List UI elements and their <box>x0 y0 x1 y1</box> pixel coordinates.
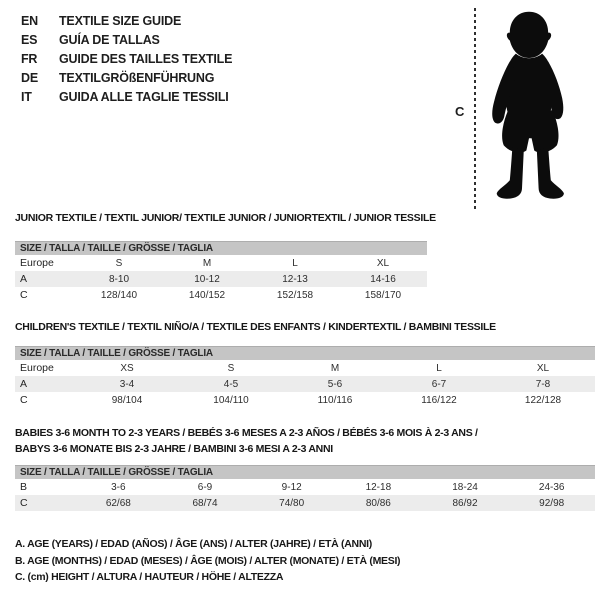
age-cell: 12-18 <box>365 481 392 493</box>
language-code: ES <box>21 32 38 47</box>
size-cell: L <box>436 362 442 374</box>
age-cell: 12-13 <box>282 273 308 285</box>
table-row-height: C 128/140 140/152 152/158 158/170 <box>15 287 427 303</box>
children-size-table: SIZE / TALLA / TAILLE / GRÖSSE / TAGLIA … <box>15 346 595 408</box>
toddler-silhouette-icon <box>492 11 564 199</box>
row-label: Europe <box>20 362 54 374</box>
guide-title: TEXTILE SIZE GUIDE <box>59 13 182 28</box>
height-cell: 128/140 <box>100 289 138 301</box>
row-label: C <box>20 497 28 509</box>
row-label: C <box>20 289 28 301</box>
row-label: A <box>20 273 28 285</box>
row-label: A <box>20 378 28 390</box>
height-cell: 110/116 <box>317 394 353 406</box>
size-cell: M <box>330 362 340 374</box>
age-cell: 14-16 <box>370 273 396 285</box>
height-cell: 104/110 <box>213 394 249 406</box>
section-title-children: CHILDREN'S TEXTILE / TEXTIL NIÑO/A / TEX… <box>15 321 496 333</box>
table-row-age-months: B 3-6 6-9 9-12 12-18 18-24 24-36 <box>15 479 595 495</box>
age-cell: 8-10 <box>108 273 129 285</box>
row-label: B <box>20 481 28 493</box>
age-cell: 24-36 <box>538 481 565 493</box>
size-cell: S <box>227 362 235 374</box>
height-cell: 152/158 <box>276 289 314 301</box>
language-code: DE <box>21 70 38 85</box>
section-title-babies-line1: BABIES 3-6 MONTH TO 2-3 YEARS / BEBÉS 3-… <box>15 427 478 439</box>
height-cell: 116/122 <box>421 394 457 406</box>
section-title-babies: BABIES 3-6 MONTH TO 2-3 YEARS / BEBÉS 3-… <box>15 426 478 457</box>
age-cell: 6-7 <box>431 378 447 390</box>
language-row: DE TEXTILGRÖßENFÜHRUNG <box>21 68 232 87</box>
language-row: EN TEXTILE SIZE GUIDE <box>21 11 232 30</box>
height-cell: 140/152 <box>188 289 226 301</box>
footnote-a: A. AGE (YEARS) / EDAD (AÑOS) / ÂGE (ANS)… <box>15 538 372 550</box>
guide-title: GUIDE DES TAILLES TEXTILE <box>59 51 233 66</box>
language-title-list: EN TEXTILE SIZE GUIDE ES GUÍA DE TALLAS … <box>21 11 232 106</box>
footnote-b: B. AGE (MONTHS) / EDAD (MESES) / ÂGE (MO… <box>15 554 401 567</box>
guide-title: TEXTILGRÖßENFÜHRUNG <box>59 70 215 85</box>
guide-title: GUIDA ALLE TAGLIE TESSILI <box>59 89 229 104</box>
size-header-bar: SIZE / TALLA / TAILLE / GRÖSSE / TAGLIA <box>15 241 427 255</box>
age-cell: 9-12 <box>281 481 302 493</box>
junior-size-table: SIZE / TALLA / TAILLE / GRÖSSE / TAGLIA … <box>15 241 427 303</box>
language-row: FR GUIDE DES TAILLES TEXTILE <box>21 49 232 68</box>
section-title-babies-line2: BABYS 3-6 MONATE BIS 2-3 JAHRE / BAMBINI… <box>15 442 333 455</box>
size-cell: M <box>202 257 212 269</box>
table-row-age: A 3-4 4-5 5-6 6-7 7-8 <box>15 376 595 392</box>
footnote-legend: A. AGE (YEARS) / EDAD (AÑOS) / ÂGE (ANS)… <box>15 536 401 586</box>
height-cell: 80/86 <box>365 497 391 509</box>
size-cell: L <box>292 257 298 269</box>
language-code: FR <box>21 51 38 66</box>
age-cell: 3-4 <box>119 378 135 390</box>
age-cell: 7-8 <box>535 378 551 390</box>
language-row: IT GUIDA ALLE TAGLIE TESSILI <box>21 87 232 106</box>
size-header-bar: SIZE / TALLA / TAILLE / GRÖSSE / TAGLIA <box>15 465 595 479</box>
height-cell: 122/128 <box>524 394 562 406</box>
language-code: EN <box>21 13 38 28</box>
age-cell: 3-6 <box>111 481 126 493</box>
height-cell: 92/98 <box>539 497 565 509</box>
section-title-junior: JUNIOR TEXTILE / TEXTIL JUNIOR/ TEXTILE … <box>15 212 436 224</box>
height-measure-label: C <box>455 104 465 119</box>
language-code: IT <box>21 89 32 104</box>
height-cell: 62/68 <box>105 497 131 509</box>
age-cell: 6-9 <box>197 481 213 493</box>
height-cell: 98/104 <box>111 394 143 406</box>
table-row-europe: Europe XS S M L XL <box>15 360 595 376</box>
size-cell: XS <box>120 362 134 374</box>
age-cell: 10-12 <box>194 273 220 285</box>
age-cell: 4-5 <box>223 378 239 390</box>
table-row-age: A 8-10 10-12 12-13 14-16 <box>15 271 427 287</box>
guide-title: GUÍA DE TALLAS <box>59 32 160 47</box>
size-header-bar: SIZE / TALLA / TAILLE / GRÖSSE / TAGLIA <box>15 346 595 360</box>
height-cell: 74/80 <box>279 497 305 509</box>
age-cell: 18-24 <box>452 481 478 493</box>
age-cell: 5-6 <box>327 378 343 390</box>
table-row-height: C 62/68 68/74 74/80 80/86 86/92 92/98 <box>15 495 595 511</box>
row-label: C <box>20 394 28 406</box>
table-row-height: C 98/104 104/110 110/116 116/122 122/128 <box>15 392 595 408</box>
height-cell: 158/170 <box>364 289 402 301</box>
size-cell: XL <box>536 362 550 374</box>
footnote-c: C. (cm) HEIGHT / ALTURA / HAUTEUR / HÖHE… <box>15 571 284 583</box>
row-label: Europe <box>20 257 54 269</box>
table-row-europe: Europe S M L XL <box>15 255 427 271</box>
height-cell: 68/74 <box>192 497 218 509</box>
babies-size-table: SIZE / TALLA / TAILLE / GRÖSSE / TAGLIA … <box>15 465 595 511</box>
size-cell: S <box>115 257 123 269</box>
height-cell: 86/92 <box>452 497 478 509</box>
language-row: ES GUÍA DE TALLAS <box>21 30 232 49</box>
size-cell: XL <box>376 257 390 269</box>
height-reference-dotted-line <box>474 8 476 210</box>
